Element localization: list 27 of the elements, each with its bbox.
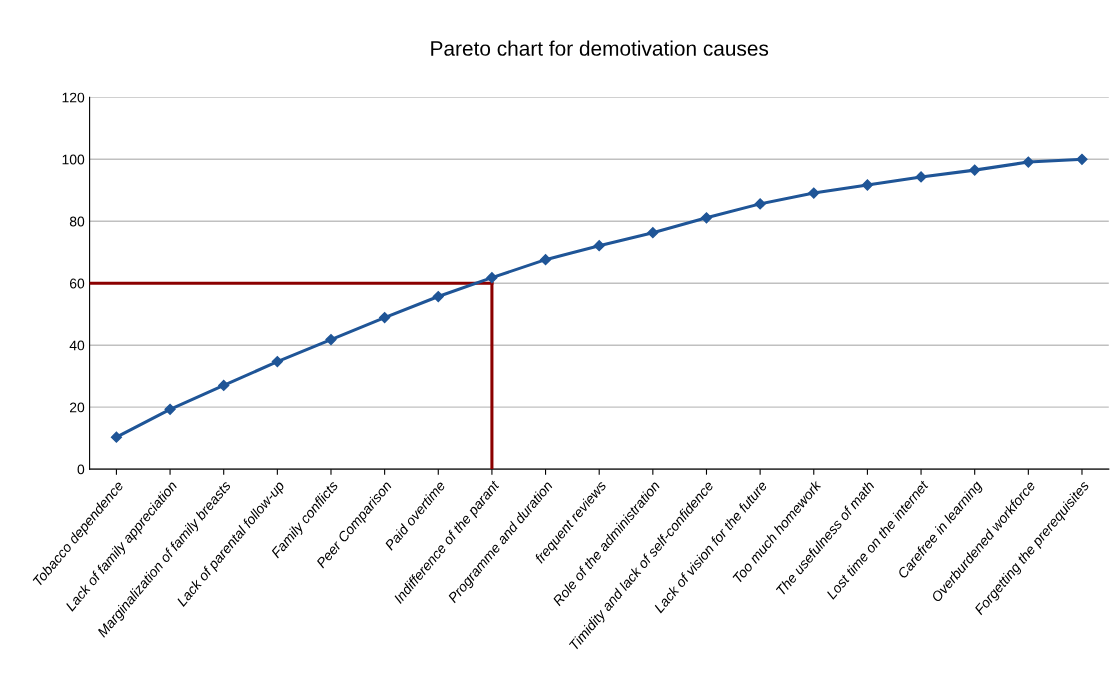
point	[1076, 153, 1088, 165]
y-tick-label: 100	[62, 154, 85, 165]
point	[110, 431, 123, 443]
point	[647, 227, 659, 239]
point	[754, 198, 766, 210]
point	[325, 334, 337, 346]
y-tick-label: 40	[69, 340, 85, 351]
point	[379, 312, 391, 324]
point	[218, 379, 230, 392]
y-tick-label: 120	[62, 92, 85, 103]
point	[432, 290, 444, 303]
point	[539, 254, 552, 266]
y-tick-label: 60	[70, 278, 85, 289]
chart-title: Pareto chart for demotivation causes	[431, 40, 769, 56]
y-tick-label: 80	[69, 216, 85, 227]
point	[969, 164, 981, 176]
point	[700, 212, 713, 224]
point	[593, 240, 605, 252]
point	[164, 403, 176, 415]
point	[271, 356, 283, 368]
point	[915, 171, 927, 183]
y-tick-label: 20	[69, 402, 85, 413]
point	[486, 272, 498, 284]
y-tick-label: 0	[77, 464, 85, 475]
point	[861, 179, 874, 191]
point	[1022, 156, 1034, 168]
point	[808, 187, 820, 199]
